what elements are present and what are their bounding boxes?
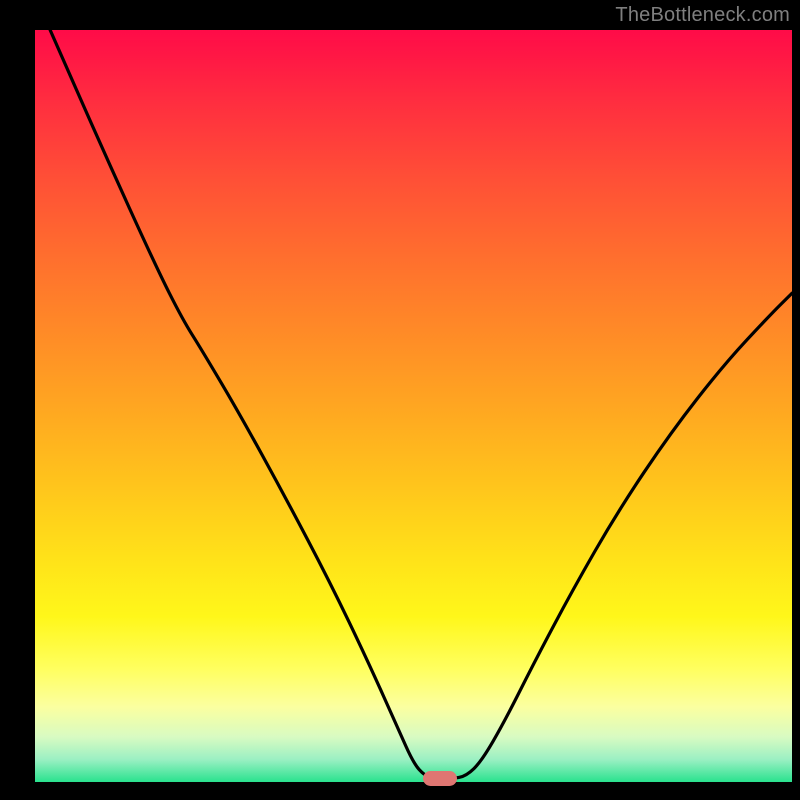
optimal-point-marker (423, 771, 457, 786)
chart-frame: TheBottleneck.com (0, 0, 800, 800)
plot-area (35, 30, 792, 782)
watermark-text: TheBottleneck.com (615, 4, 790, 27)
